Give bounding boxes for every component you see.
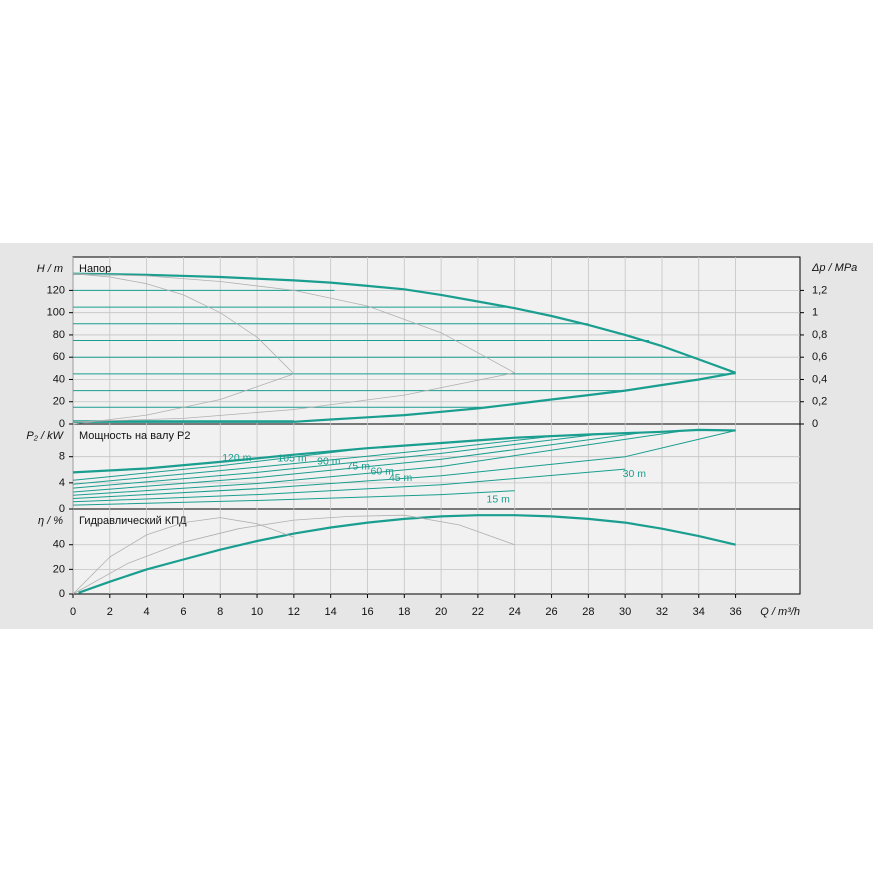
curve [72,273,295,375]
x-tick-label: 32 [656,606,668,618]
curve [72,432,607,489]
x-axis-label: Q / m³/h [760,606,800,618]
curve [72,517,295,595]
curve-label: 60 m [371,466,395,478]
y2-tick-label: 1,2 [812,284,827,296]
panel-title: Напор [79,263,111,275]
x-tick-label: 24 [509,606,521,618]
curve-label: 120 m [222,452,251,464]
y2-tick-label: 1 [812,307,818,319]
curve-label: 30 m [623,468,647,480]
x-tick-label: 34 [693,606,705,618]
curve [72,372,515,423]
y-tick-label: 8 [59,451,65,463]
y-tick-label: 0 [59,503,65,515]
x-tick-label: 14 [325,606,337,618]
x-tick-label: 36 [729,606,741,618]
x-tick-label: 10 [251,606,263,618]
curve-label: 90 m [317,456,341,468]
curve [72,373,295,425]
x-tick-label: 2 [107,606,113,618]
x-tick-label: 16 [361,606,373,618]
x-tick-label: 22 [472,606,484,618]
curve-label: 15 m [486,494,510,506]
curve [72,435,552,485]
panel-title: Гидравлический КПД [79,515,187,527]
y2-tick-label: 0,8 [812,329,827,341]
curve-label: 75 m [347,460,371,472]
x-tick-label: 8 [217,606,223,618]
curve-label: 105 m [277,452,306,464]
x-tick-label: 18 [398,606,410,618]
x-tick-label: 26 [545,606,557,618]
x-tick-label: 4 [144,606,150,618]
y-axis-label: P₂ / kW [26,430,64,442]
y-tick-label: 0 [59,588,65,600]
curve [72,439,478,481]
y2-tick-label: 0,4 [812,373,827,385]
curve [72,430,736,499]
y-tick-label: 120 [47,284,65,296]
y-tick-label: 40 [53,539,65,551]
curve [72,468,626,503]
curve [72,514,515,595]
y2-axis-label: Δp / MPa [811,262,857,274]
x-tick-label: 12 [288,606,300,618]
curve [72,430,681,496]
curve [72,432,644,493]
x-tick-label: 20 [435,606,447,618]
curve [73,371,736,423]
y-tick-label: 0 [59,418,65,430]
y-axis-label: H / m [37,263,63,275]
y-tick-label: 80 [53,329,65,341]
y2-tick-label: 0 [812,418,818,430]
y2-tick-label: 0,6 [812,351,827,363]
y-axis-label: η / % [38,515,63,527]
y-tick-label: 100 [47,307,65,319]
y2-tick-label: 0,2 [812,396,827,408]
curve [72,273,515,374]
x-tick-label: 0 [70,606,76,618]
x-tick-label: 30 [619,606,631,618]
x-tick-label: 6 [180,606,186,618]
plot-area [72,256,801,595]
curve [78,514,736,594]
curve [72,490,515,506]
panel-title: Мощность на валу P2 [79,430,191,442]
x-tick-label: 28 [582,606,594,618]
y-tick-label: 20 [53,563,65,575]
curve-label: 45 m [389,472,413,484]
y-tick-label: 4 [59,477,65,489]
y-tick-label: 60 [53,351,65,363]
y-tick-label: 40 [53,373,65,385]
y-tick-label: 20 [53,396,65,408]
